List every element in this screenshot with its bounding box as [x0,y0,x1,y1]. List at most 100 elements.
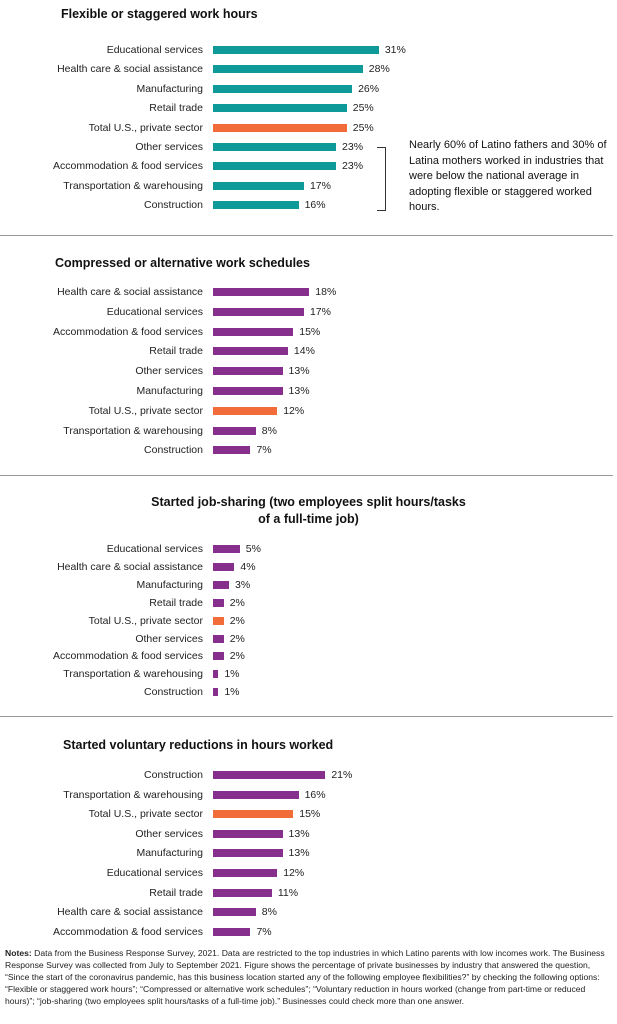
bar-row: Educational services 17% [0,303,617,322]
category-label: Total U.S., private sector [88,808,203,821]
bar-row: Health care & social assistance 28% [0,60,617,79]
value-label: 15% [299,325,321,338]
bar-row: Educational services 5% [0,540,617,559]
value-label: 23% [342,141,364,153]
value-label: 12% [283,404,305,417]
bar [213,810,294,819]
value-label: 1% [224,686,240,699]
bar-row: Other services 2% [0,630,617,649]
bar-row: Other services 13% [0,825,617,844]
bar [213,616,224,625]
bar [213,65,363,74]
bar-row: Other services 13% [0,362,617,381]
value-label: 5% [245,543,261,555]
bar-row: Transportation & warehousing 8% [0,422,617,441]
category-label: Educational services [106,867,203,879]
category-label: Total U.S., private sector [88,614,203,627]
value-label: 7% [256,444,272,457]
annotation-text: Nearly 60% of Latino fathers and 30% of … [409,139,607,213]
bar-row: Construction 1% [0,683,617,702]
bar-row: Retail trade 25% [0,99,617,118]
category-label: Transportation & warehousing [63,788,203,801]
bar-row: Accommodation & food services 2% [0,647,617,666]
value-label: 21% [331,769,353,781]
category-label: Other services [135,827,203,840]
bar-row: Total U.S., private sector 25% [0,119,617,138]
bar-row: Accommodation & food services 23% [0,157,617,176]
bar-row: Accommodation & food services 7% [0,923,617,942]
category-label: Total U.S., private sector [88,404,203,417]
bar [213,562,235,571]
bar [213,327,294,336]
category-label: Educational services [106,305,203,318]
category-label: Retail trade [149,886,203,899]
bar [213,288,310,296]
notes: Notes: Data from the Business Response S… [5,947,610,1007]
bar-row: Construction 21% [0,766,617,785]
bar [213,670,219,679]
bar-row: Health care & social assistance 8% [0,903,617,922]
category-label: Health care & social assistance [57,906,203,919]
bar [213,790,299,799]
category-label: Manufacturing [136,385,203,397]
bar [213,634,224,643]
bar [213,771,326,779]
bar [213,927,251,936]
category-label: Transportation & warehousing [63,668,203,681]
chart-title: Started job-sharing (two employees split… [151,495,466,526]
category-label: Retail trade [149,102,203,115]
bar [213,143,337,151]
bar [213,446,251,455]
bar [213,580,230,589]
bar [213,652,224,661]
category-label: Retail trade [149,596,203,609]
value-label: 15% [299,808,321,821]
chart-title: Flexible or staggered work hours [61,7,258,21]
category-label: Construction [144,199,203,212]
section-divider [0,235,613,236]
bar-row: Retail trade 14% [0,342,617,361]
section-divider [0,716,613,717]
value-label: 13% [288,385,310,397]
value-label: 13% [288,847,310,860]
bar [213,367,283,376]
bar-row: Transportation & warehousing 1% [0,665,617,684]
bar-row: Accommodation & food services 15% [0,323,617,342]
category-label: Accommodation & food services [53,160,203,173]
value-label: 13% [288,365,310,378]
bar [213,181,304,190]
value-label: 2% [229,614,245,627]
bar [213,347,288,356]
value-label: 23% [342,160,364,173]
value-label: 11% [277,886,299,899]
value-label: 13% [288,827,310,840]
category-label: Other services [135,365,203,378]
value-label: 26% [358,82,380,95]
category-label: Accommodation & food services [53,325,203,338]
category-label: Educational services [106,44,203,56]
bar [213,829,283,838]
notes-text: Data from the Business Response Survey, … [5,948,605,1006]
value-label: 25% [352,102,374,115]
value-label: 25% [352,121,374,134]
bar-row: Other services 23% [0,138,617,157]
bar-row: Health care & social assistance 18% [0,283,617,302]
bar-row: Construction 7% [0,441,617,460]
bar-row: Retail trade 2% [0,594,617,613]
bar-row: Transportation & warehousing 17% [0,177,617,196]
bar [213,201,299,210]
value-label: 2% [229,596,245,609]
notes-label: Notes: [5,948,32,958]
chart-title: Compressed or alternative work schedules [55,256,310,270]
category-label: Total U.S., private sector [88,121,203,134]
bar-row: Manufacturing 3% [0,576,617,595]
value-label: 18% [315,286,337,298]
bar [213,849,283,858]
category-label: Accommodation & food services [53,925,203,938]
category-label: Educational services [106,543,203,555]
bar-row: Total U.S., private sector 12% [0,402,617,421]
bar [213,307,304,316]
bar-row: Manufacturing 26% [0,80,617,99]
category-label: Construction [144,444,203,457]
value-label: 2% [229,632,245,645]
